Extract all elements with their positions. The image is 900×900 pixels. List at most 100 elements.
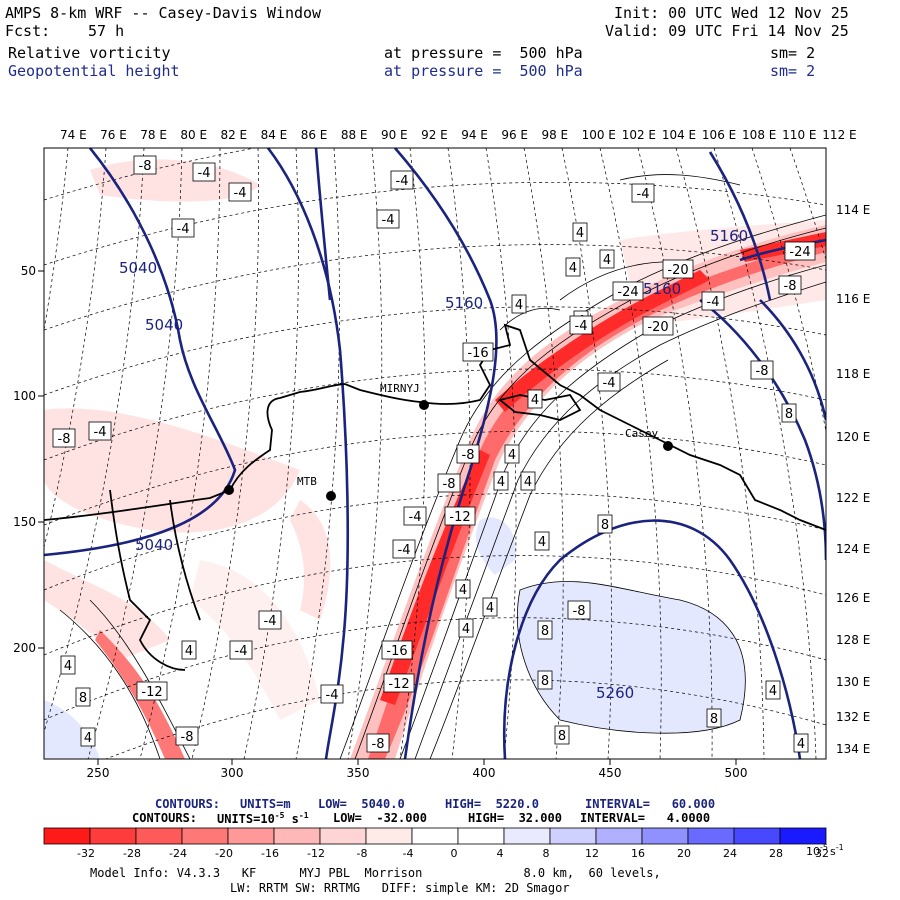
vorticity-label-box: [612, 281, 644, 301]
vorticity-label-text: -12: [141, 685, 162, 700]
colorbar-tick-label: 12: [585, 847, 599, 860]
vorticity-label-text: -8: [372, 737, 385, 752]
vorticity-label-box: [572, 222, 588, 242]
right-longitude-label: 132 E: [836, 710, 870, 724]
vorticity-label-box: [229, 640, 253, 660]
vorticity-label-box: [706, 708, 722, 728]
colorbar-tick-label: -32: [77, 847, 95, 860]
vorticity-label-text: -4: [707, 295, 720, 310]
vorticity-label-box: [366, 733, 390, 753]
vorticity-label-box: [458, 618, 474, 638]
vorticity-label-text: -4: [409, 510, 422, 525]
x-tick-label: 450: [599, 766, 622, 780]
legend-vorticity-units: UNITS=10-5 s-1: [217, 811, 309, 826]
vorticity-label-text: -4: [198, 166, 211, 181]
meridian: [191, 148, 259, 759]
vorticity-label-text: -8: [58, 432, 71, 447]
meridian: [399, 148, 426, 759]
vorticity-label-text: -4: [637, 187, 650, 202]
vorticity-label: 4: [80, 727, 96, 747]
colorbar-swatch: [641, 827, 689, 845]
vorticity-label-box: [631, 183, 655, 203]
vorticity-label-text: -4: [235, 644, 248, 659]
y-tick-label: 50: [21, 264, 36, 278]
vorticity-label-text: 4: [515, 298, 523, 313]
meridian: [637, 148, 713, 759]
vorticity-label-box: [642, 316, 674, 336]
height-label: 5260: [596, 684, 634, 702]
meridian: [0, 148, 30, 759]
vorticity-label-box: [228, 182, 252, 202]
vorticity-label-box: [133, 155, 157, 175]
vorticity-label: 4: [527, 389, 543, 409]
vorticity-label-text: -16: [386, 644, 407, 659]
vorticity-label-text: 8: [79, 691, 87, 706]
vorticity-label-box: [493, 471, 509, 491]
vorticity-label-text: 8: [601, 518, 609, 533]
vorticity-label-text: 4: [603, 253, 611, 268]
vorticity-label: -8: [750, 360, 774, 380]
x-tick-label: 300: [221, 766, 244, 780]
meridian: [243, 148, 299, 759]
vorticity-label-box: [537, 620, 553, 640]
parallel: [44, 244, 826, 331]
meridian: [139, 148, 221, 759]
field1-level: at pressure = 500 hPa: [384, 44, 583, 62]
vorticity-label-text: 4: [569, 261, 577, 276]
vorticity-label-box: [534, 531, 550, 551]
model-info-line1: Model Info: V4.3.3 KF MYJ PBL Morrison 8…: [90, 866, 661, 880]
vorticity-label: -8: [456, 444, 480, 464]
vorticity-label: -8: [175, 726, 199, 746]
vorticity-label: -16: [381, 640, 413, 660]
x-tick-label: 500: [725, 766, 748, 780]
vorticity-label: -8: [133, 155, 157, 175]
vorticity-label-box: [527, 389, 543, 409]
vorticity-label: -4: [171, 218, 195, 238]
vorticity-label-box: [520, 471, 536, 491]
vorticity-label: -4: [390, 170, 414, 190]
vorticity-label: -4: [88, 421, 112, 441]
map-frame: [43, 147, 827, 760]
colorbar-swatch: [273, 827, 321, 845]
vorticity-label: -4: [569, 315, 593, 335]
vorticity-label-text: -8: [181, 730, 194, 745]
right-longitude-label: 128 E: [836, 633, 870, 647]
vorticity-label-box: [392, 539, 416, 559]
vorticity-label-box: [793, 733, 809, 753]
height-labels: 5040 5040 5040 5160 5160 5160 5260: [119, 227, 748, 702]
vorticity-label: -4: [320, 684, 344, 704]
meridian: [347, 148, 383, 759]
vorticity-label-text: 4: [531, 393, 539, 408]
plot-title: AMPS 8-km WRF -- Casey-Davis Window: [5, 4, 322, 22]
vorticity-label-text: -8: [139, 159, 152, 174]
vorticity-label: 8: [537, 620, 553, 640]
vorticity-label-text: 4: [486, 601, 494, 616]
vorticity-label-text: -24: [617, 285, 638, 300]
top-longitude-label: 102 E: [622, 128, 656, 142]
top-longitude-label: 110 E: [782, 128, 816, 142]
vorticity-label: 4: [765, 680, 781, 700]
vorticity-label-box: [750, 360, 774, 380]
height-label: 5040: [135, 536, 173, 554]
field2-name: Geopotential height: [8, 62, 180, 80]
vorticity-label-box: [781, 403, 797, 423]
colorbar-swatch: [687, 827, 735, 845]
colorbar-swatch: [779, 827, 827, 845]
vorticity-label-box: [381, 640, 413, 660]
vorticity-label-box: [567, 600, 591, 620]
vorticity-label-box: [181, 640, 197, 660]
vorticity-label-text: -4: [234, 186, 247, 201]
vorticity-label-box: [437, 473, 461, 493]
vorticity-label: -4: [631, 183, 655, 203]
station-dot-west: [224, 485, 234, 495]
vorticity-label-box: [456, 444, 480, 464]
top-longitude-label: 106 E: [702, 128, 736, 142]
vorticity-label-box: [136, 681, 168, 701]
right-longitude-label: 122 E: [836, 491, 870, 505]
top-longitude-label: 112 E: [822, 128, 856, 142]
vorticity-label-text: 4: [524, 475, 532, 490]
right-longitude-labels: 114 E 116 E 118 E 120 E 122 E 124 E 126 E 128 E…: [836, 203, 870, 756]
vorticity-label: 4: [455, 579, 471, 599]
y-tick-label: 100: [13, 389, 36, 403]
top-longitude-label: 78 E: [140, 128, 167, 142]
